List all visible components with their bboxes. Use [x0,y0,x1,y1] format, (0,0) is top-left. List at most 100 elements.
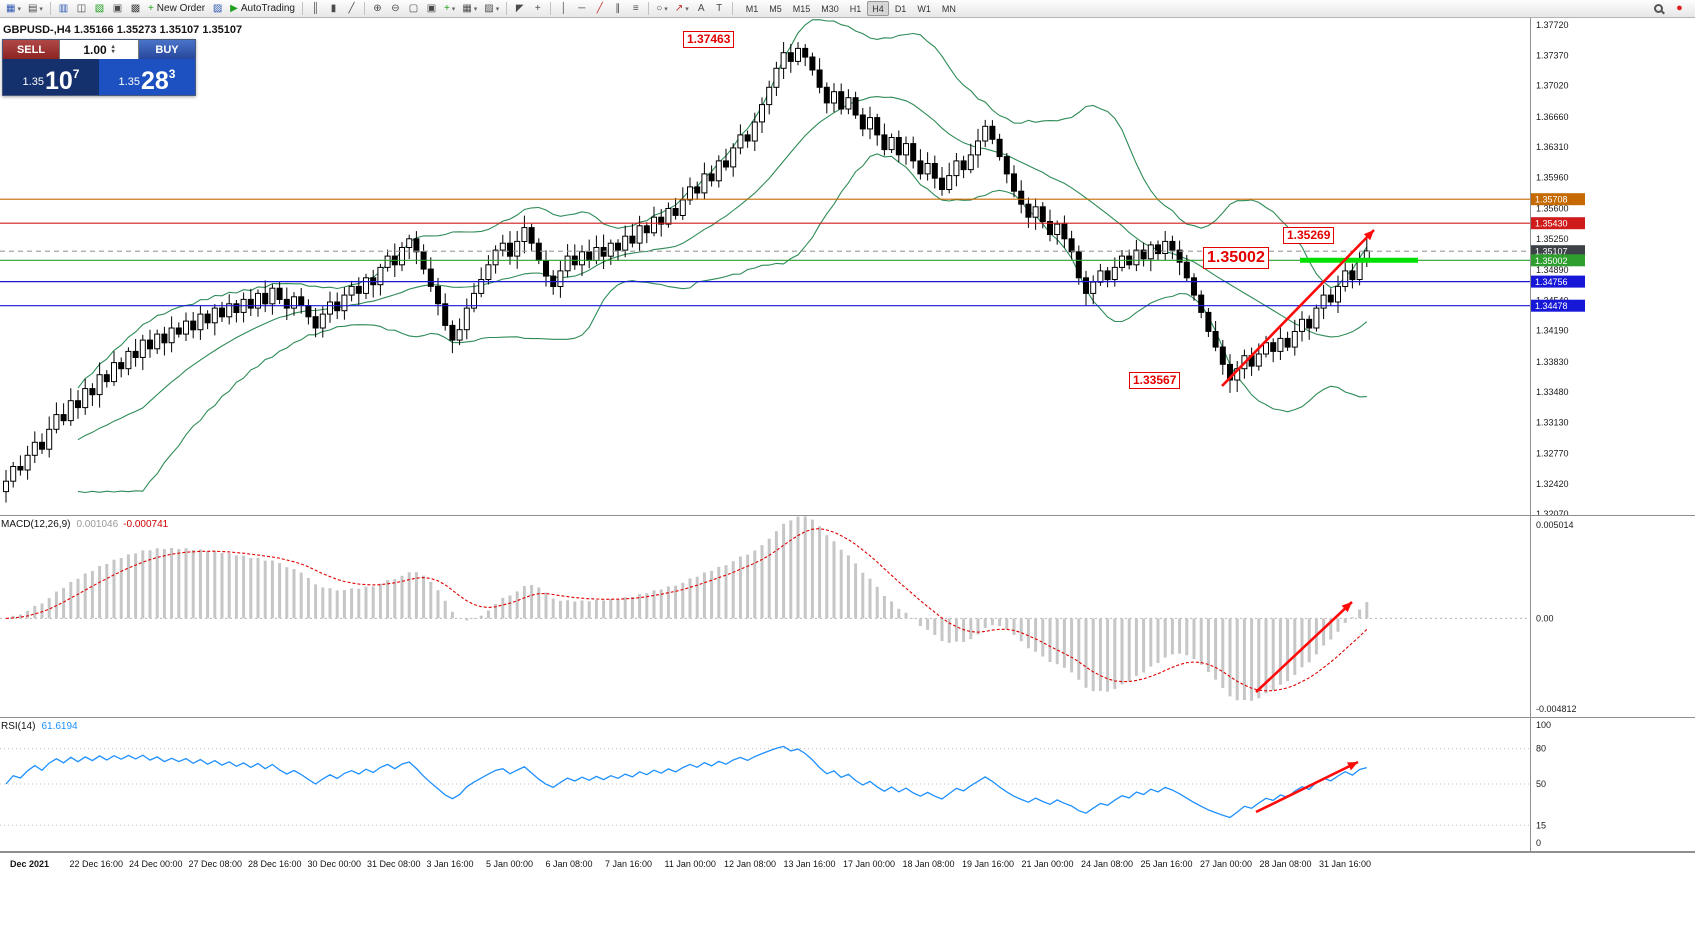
price-axis-separator [1530,18,1531,875]
vertical-line-icon: │ [560,2,567,14]
line-chart-button[interactable]: ╱ [343,1,360,17]
timeframe-m1-button[interactable]: M1 [745,3,759,14]
bar-chart-button[interactable]: ║ [307,1,324,17]
periods-icon: ▦ [462,2,472,14]
toolbar: ▦ ▾ ▤ ▾ ▥ ◫ ▧ ▣ ▩ + New Order ▨ ▶ AutoTradin… [0,0,1695,18]
time-axis-label: 31 Jan 16:00 [1319,859,1372,869]
timeframe-d1-button[interactable]: D1 [894,3,907,14]
dropdown-icon: ▾ [451,5,456,13]
zoom-out-button[interactable]: ⊖ [387,1,404,17]
metaeditor-button[interactable]: ▨ [209,1,226,17]
toolbar-separator [301,2,303,15]
fibonacci-button[interactable]: ≡ [627,1,644,17]
crosshair-button[interactable]: + [529,1,546,17]
indicators-button[interactable]: + ▾ [441,1,458,17]
svg-text:1.36310: 1.36310 [1536,142,1569,152]
market-watch-button[interactable]: ▥ [55,1,72,17]
svg-text:1.35107: 1.35107 [1535,247,1568,257]
chart-annotation[interactable]: 1.37463 [683,31,735,48]
autotrading-play-icon: ▶ [230,2,238,14]
profiles-button[interactable]: ▤ ▾ [25,1,46,17]
svg-text:15: 15 [1536,820,1546,830]
svg-text:1.32770: 1.32770 [1536,449,1569,459]
search-button[interactable] [1650,1,1667,17]
svg-text:80: 80 [1536,744,1546,754]
templates-button[interactable]: ▨ ▾ [481,1,502,17]
svg-text:1.32420: 1.32420 [1536,479,1569,489]
new-chart-icon: ▦ [6,2,16,14]
svg-text:0.00: 0.00 [1536,613,1554,623]
cursor-button[interactable]: ◤ [511,1,528,17]
time-axis-label: 31 Dec 08:00 [367,859,421,869]
text-tool-icon: A [697,2,705,14]
svg-text:1.33480: 1.33480 [1536,387,1569,397]
profiles-icon: ▤ [27,2,38,14]
arrows-tool-button[interactable]: ↗ ▾ [672,1,692,17]
timeframe-h1-button[interactable]: H1 [849,3,862,14]
vertical-line-button[interactable]: │ [555,1,572,17]
channel-button[interactable]: ∥ [609,1,626,17]
new-chart-button[interactable]: ▦ ▾ [3,1,24,17]
autotrading-button[interactable]: ▶ AutoTrading [227,1,298,17]
time-axis-label: 18 Jan 08:00 [902,859,955,869]
navigator-icon: ▧ [94,2,105,14]
rsi-chart-canvas[interactable]: 100 80 50 15 0 [0,718,1695,851]
terminal-button[interactable]: ▣ [109,1,126,17]
time-axis-label: 17 Jan 00:00 [843,859,896,869]
timeframe-mn-button[interactable]: MN [941,3,956,14]
svg-text:1.35250: 1.35250 [1536,234,1569,244]
timeframe-m5-button[interactable]: M5 [769,3,782,14]
label-tool-icon: T [716,2,723,14]
time-axis-label: 12 Jan 08:00 [724,859,777,869]
periods-button[interactable]: ▦ ▾ [459,1,480,17]
zoom-in-button[interactable]: ⊕ [369,1,386,17]
time-axis[interactable]: Dec 2021 22 Dec 16:00 24 Dec 00:00 27 Dec 0… [0,852,1695,875]
toolbar-separator [550,2,552,15]
chart-annotation[interactable]: 1.35002 [1203,247,1269,269]
chart-annotation[interactable]: 1.33567 [1129,372,1181,389]
rsi-name: RSI(14) [1,721,36,732]
horizontal-line-button[interactable]: ─ [573,1,590,17]
trendline-icon: ╱ [596,2,603,14]
volume-field[interactable]: 1.00 ▴ ▾ [59,40,139,59]
volume-spinner[interactable]: ▴ ▾ [111,43,115,55]
candlestick-chart-button[interactable]: ▮ [325,1,342,17]
spin-up-icon[interactable]: ▴ [111,43,115,50]
svg-text:1.36660: 1.36660 [1536,112,1569,122]
strategy-tester-button[interactable]: ▩ [127,1,144,17]
cascade-windows-button[interactable]: ▣ [423,1,440,17]
spin-down-icon[interactable]: ▾ [111,48,115,55]
autotrading-label: AutoTrading [240,3,295,14]
templates-icon: ▨ [484,2,494,14]
navigator-button[interactable]: ▧ [91,1,108,17]
timeframe-h4-button[interactable]: H4 [867,1,889,16]
time-axis-label: 25 Jan 16:00 [1140,859,1193,869]
buy-price-display[interactable]: 1.35 28 3 [99,59,195,95]
sell-button[interactable]: SELL [3,40,59,59]
toolbar-separator [506,2,508,15]
price-chart-canvas[interactable]: 1.37720 1.37370 1.37020 1.36660 1.36310 1.359… [0,18,1695,515]
shapes-button[interactable]: ○ ▾ [653,1,671,17]
data-window-button[interactable]: ◫ [73,1,90,17]
sell-price-display[interactable]: 1.35 10 7 [3,59,99,95]
buy-button[interactable]: BUY [139,40,195,59]
label-tool-button[interactable]: T [711,1,728,17]
price-pane: 1.37720 1.37370 1.37020 1.36660 1.36310 1.359… [0,18,1695,516]
new-order-button[interactable]: + New Order [145,1,208,17]
time-axis-label: 5 Jan 00:00 [486,859,534,869]
chart-annotation[interactable]: 1.35269 [1283,227,1335,244]
time-axis-label: 19 Jan 16:00 [962,859,1015,869]
timeframe-m30-button[interactable]: M30 [821,3,839,14]
svg-text:0.005014: 0.005014 [1536,520,1574,530]
zoom-out-icon: ⊖ [391,2,400,14]
timeframe-w1-button[interactable]: W1 [917,3,931,14]
toolbar-separator [648,2,650,15]
macd-chart-canvas[interactable]: 0.005014 0.00 -0.004812 [0,516,1695,717]
svg-text:0: 0 [1536,838,1541,848]
trendline-button[interactable]: ╱ [591,1,608,17]
text-tool-button[interactable]: A [693,1,710,17]
tile-windows-button[interactable]: ▢ [405,1,422,17]
time-axis-label: 24 Dec 00:00 [129,859,183,869]
community-button[interactable]: ● [1671,1,1688,17]
timeframe-m15-button[interactable]: M15 [792,3,811,14]
